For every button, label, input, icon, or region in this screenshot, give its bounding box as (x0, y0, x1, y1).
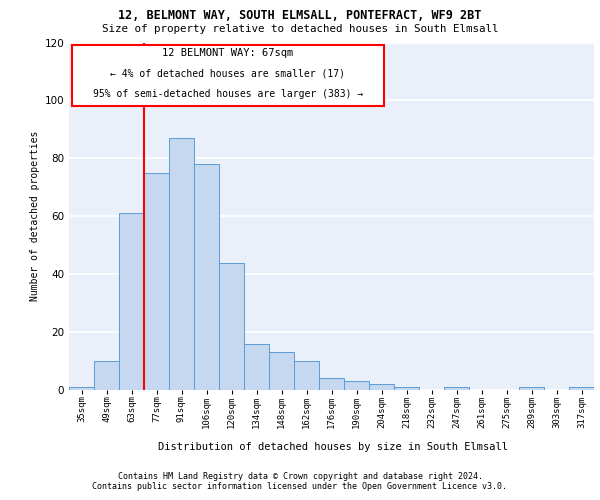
Bar (219, 262, 244, 390)
Text: 95% of semi-detached houses are larger (383) →: 95% of semi-detached houses are larger (… (92, 89, 363, 99)
Text: Contains HM Land Registry data © Crown copyright and database right 2024.: Contains HM Land Registry data © Crown c… (118, 472, 482, 481)
FancyBboxPatch shape (71, 45, 384, 106)
Bar (119, 214, 144, 390)
Y-axis label: Number of detached properties: Number of detached properties (30, 131, 40, 302)
Bar (244, 344, 269, 390)
Bar (269, 352, 294, 390)
Bar (144, 173, 169, 390)
Bar (94, 361, 119, 390)
Bar (169, 138, 194, 390)
Text: Contains public sector information licensed under the Open Government Licence v3: Contains public sector information licen… (92, 482, 508, 491)
Text: 12 BELMONT WAY: 67sqm: 12 BELMONT WAY: 67sqm (162, 48, 293, 58)
Text: ← 4% of detached houses are smaller (17): ← 4% of detached houses are smaller (17) (110, 68, 346, 78)
Text: Size of property relative to detached houses in South Elmsall: Size of property relative to detached ho… (102, 24, 498, 34)
Bar (319, 378, 344, 390)
Bar (519, 387, 544, 390)
Bar (344, 382, 369, 390)
Text: 12, BELMONT WAY, SOUTH ELMSALL, PONTEFRACT, WF9 2BT: 12, BELMONT WAY, SOUTH ELMSALL, PONTEFRA… (118, 9, 482, 22)
Bar (294, 361, 319, 390)
Bar (394, 387, 419, 390)
Bar (194, 164, 219, 390)
Bar (569, 387, 594, 390)
Text: Distribution of detached houses by size in South Elmsall: Distribution of detached houses by size … (158, 442, 508, 452)
Bar (444, 387, 469, 390)
Bar (369, 384, 394, 390)
Bar (69, 387, 94, 390)
